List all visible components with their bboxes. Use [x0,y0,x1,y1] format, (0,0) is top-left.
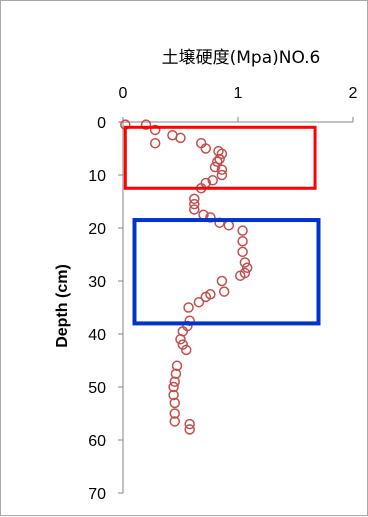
data-point [169,397,180,409]
data-point [193,296,205,308]
data-point [171,360,183,372]
data-point [168,389,179,401]
y-tick-label: 50 [88,380,106,397]
data-point [175,132,186,144]
data-point [237,236,248,247]
data-point [241,262,253,273]
data-points [120,119,253,435]
data-point [216,148,228,160]
data-point [175,334,186,345]
y-tick-label: 10 [88,168,106,185]
y-tick-label: 40 [88,327,106,344]
data-point [239,257,251,268]
data-point [149,137,161,149]
highlight-boxes [123,125,321,326]
data-point [184,418,195,430]
data-point [169,416,180,427]
data-point [235,270,246,281]
data-point [207,175,218,186]
data-point [189,204,200,215]
red-highlight-box [123,125,317,190]
data-point [218,286,230,297]
x-tick-label: 0 [119,85,128,102]
data-point [168,381,179,393]
y-tick-label: 20 [88,221,106,238]
y-tick-label: 0 [97,115,106,132]
x-tick-label: 1 [234,85,243,102]
data-point [200,291,212,303]
data-point [200,143,212,154]
data-point [181,344,192,356]
data-point [183,302,194,313]
data-point [169,408,180,419]
y-axis-label: Depth (cm) [54,264,71,348]
data-point [237,246,248,258]
blue-highlight-box [132,218,321,326]
y-tick-label: 70 [88,486,106,503]
x-tick-label: 2 [349,85,358,102]
data-point [216,169,228,181]
data-point [140,119,152,130]
data-point [189,198,200,210]
data-point [237,225,248,236]
data-point [212,156,223,167]
y-tick-label: 60 [88,433,106,450]
data-point [216,164,228,175]
chart-title: 土壌硬度(Mpa)NO.6 [162,48,321,68]
data-point [184,424,195,435]
data-point [223,220,235,231]
y-tick-label: 30 [88,274,106,291]
data-point [170,368,182,379]
data-point [209,161,221,173]
data-point [177,339,189,350]
data-point [189,193,200,205]
data-point [216,275,228,287]
data-point [149,124,161,136]
data-point [214,153,225,165]
data-point [169,376,180,387]
